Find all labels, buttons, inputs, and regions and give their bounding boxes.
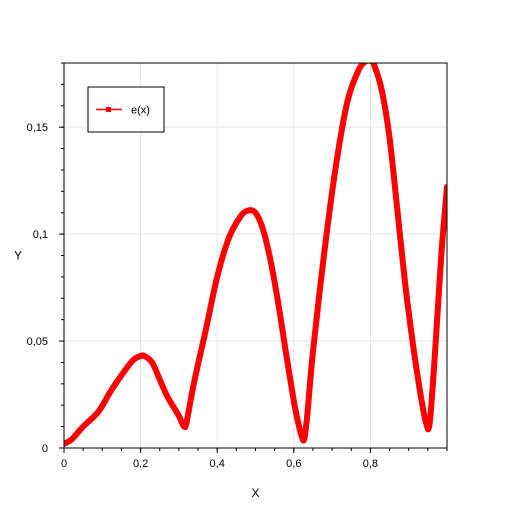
series-line-0 [64,63,447,447]
y-tick-label: 0 [42,443,48,455]
x-tick-label: 0,8 [363,458,378,470]
ticks [59,126,371,453]
legend-series-label: e(x) [131,105,150,117]
x-tick-label: 0,6 [286,458,301,470]
x-tick-label: 0,2 [133,458,148,470]
y-tick-label: 0,15 [27,122,48,134]
plot-frame [63,62,448,449]
x-tick-label: 0 [61,458,67,470]
legend: e(x) [87,86,165,133]
y-tick-label: 0,05 [27,336,48,348]
legend-marker [106,107,111,112]
series-layer [64,63,447,447]
y-tick-label: 0,1 [33,229,48,241]
y-axis-label: Y [14,249,22,263]
x-axis-label: X [251,486,259,500]
x-tick-label: 0,4 [210,458,225,470]
tick-labels: 0 0,2 0,4 0,6 0,8 0 0,05 0,1 0,15 [27,122,378,470]
